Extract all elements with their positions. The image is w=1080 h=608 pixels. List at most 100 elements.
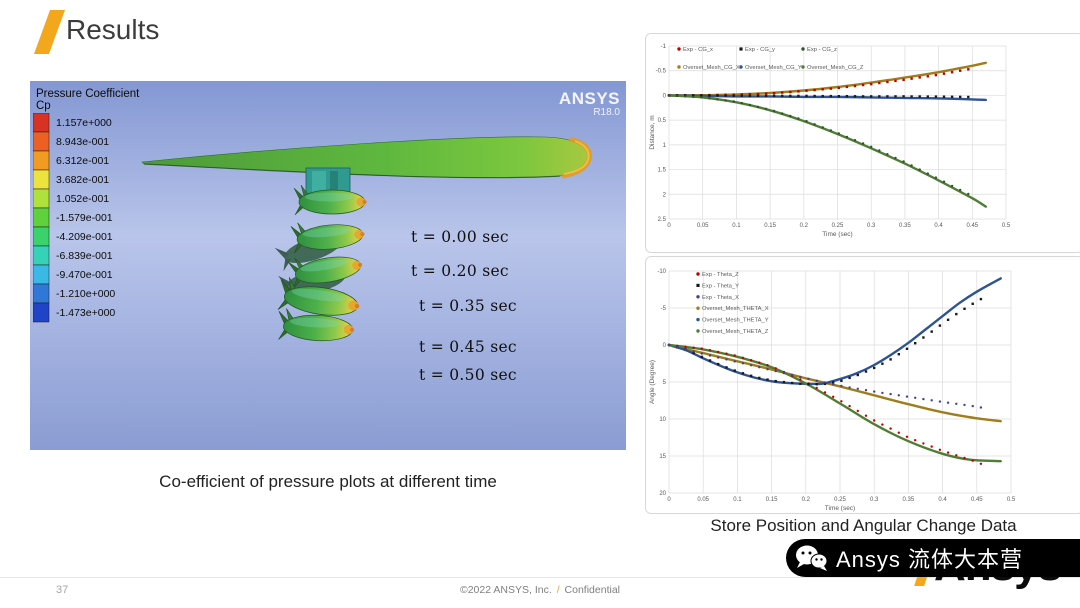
svg-text:Time (sec): Time (sec) xyxy=(822,231,852,238)
viewport-ansys-version: R18.0 xyxy=(593,107,620,118)
svg-text:Overset_Mesh_THETA_X: Overset_Mesh_THETA_X xyxy=(702,306,769,312)
pressure-colorbar: 1.157e+000 8.943e-001 6.312e-001 3.682e-001… xyxy=(33,113,115,323)
svg-text:Distance, m: Distance, m xyxy=(649,115,656,149)
svg-text:0.2: 0.2 xyxy=(800,223,809,229)
svg-text:0: 0 xyxy=(663,93,667,99)
store xyxy=(290,222,365,254)
colorbar-label: -1.210e+000 xyxy=(56,288,115,300)
time-label: t = 0.35 sec xyxy=(419,297,517,315)
cfd-scene xyxy=(141,136,592,342)
colorbar-label: 8.943e-001 xyxy=(56,136,109,148)
store xyxy=(293,184,367,216)
viewport-ansys-logo: ANSYS R18.0 xyxy=(559,90,620,118)
colorbar-label: -1.579e-001 xyxy=(56,212,113,224)
svg-text:Overset_Mesh_CG_Y: Overset_Mesh_CG_Y xyxy=(745,65,802,71)
time-label: t = 0.45 sec xyxy=(419,338,517,356)
svg-text:0.05: 0.05 xyxy=(697,223,709,229)
svg-text:-5: -5 xyxy=(661,306,667,312)
svg-text:Exp - CG_y: Exp - CG_y xyxy=(745,47,775,53)
svg-text:5: 5 xyxy=(663,380,667,386)
svg-text:0.1: 0.1 xyxy=(732,223,741,229)
store xyxy=(278,308,355,342)
time-label: t = 0.50 sec xyxy=(419,366,517,384)
svg-text:0.15: 0.15 xyxy=(766,497,778,503)
cfd-legend-title: Pressure Coefficient Cp xyxy=(36,88,139,112)
svg-text:0.05: 0.05 xyxy=(697,497,709,503)
colorbar-label: 1.052e-001 xyxy=(56,193,109,205)
svg-text:0.45: 0.45 xyxy=(966,223,978,229)
svg-text:0.5: 0.5 xyxy=(1007,497,1016,503)
chart-angular-change-svg: 0 0.05 0.1 0.15 0.2 0.25 0.3 0.35 0.4 0.45 0.5 -10 -… xyxy=(649,269,1016,512)
colorbar-label: -4.209e-001 xyxy=(56,231,113,243)
svg-text:0: 0 xyxy=(663,343,667,349)
caption-left: Co-efficient of pressure plots at differ… xyxy=(159,472,497,491)
svg-text:Exp - Theta_Z: Exp - Theta_Z xyxy=(702,272,739,278)
colorbar-label: 3.682e-001 xyxy=(56,174,109,186)
colorbar-label: -1.473e+000 xyxy=(56,307,115,319)
wing xyxy=(141,136,592,179)
wechat-watermark: Ansys 流体大本营 xyxy=(786,539,1080,577)
svg-text:Time (sec): Time (sec) xyxy=(825,505,855,512)
colorbar-band xyxy=(33,302,50,323)
svg-text:0.4: 0.4 xyxy=(934,223,943,229)
svg-text:0.25: 0.25 xyxy=(832,223,844,229)
page-title: Results xyxy=(66,14,160,45)
svg-text:2.5: 2.5 xyxy=(658,217,667,223)
svg-text:Overset_Mesh_CG_Z: Overset_Mesh_CG_Z xyxy=(807,65,864,71)
svg-text:-0.5: -0.5 xyxy=(656,69,667,75)
watermark-text: Ansys 流体大本营 xyxy=(836,547,1024,572)
store xyxy=(277,277,360,316)
svg-text:0.25: 0.25 xyxy=(834,497,846,503)
svg-text:15: 15 xyxy=(659,454,666,460)
colorbar-label: -9.470e-001 xyxy=(56,269,113,281)
svg-text:1: 1 xyxy=(663,143,667,149)
svg-text:0.5: 0.5 xyxy=(1002,223,1011,229)
cfd-viewport: Pressure Coefficient Cp 1.157e+000 8.943e… xyxy=(30,81,626,450)
time-label: t = 0.20 sec xyxy=(411,262,509,280)
cfd-legend-title-line2: Cp xyxy=(36,100,51,112)
svg-text:0: 0 xyxy=(667,223,671,229)
svg-text:-1: -1 xyxy=(661,44,667,50)
svg-text:0.35: 0.35 xyxy=(903,497,915,503)
caption-right: Store Position and Angular Change Data xyxy=(710,516,1017,535)
colorbar-label: -6.839e-001 xyxy=(56,250,113,262)
title-slash-icon xyxy=(33,10,66,54)
svg-text:0.3: 0.3 xyxy=(867,223,876,229)
svg-text:Overset_Mesh_CG_X: Overset_Mesh_CG_X xyxy=(683,65,740,71)
svg-text:Exp - Theta_X: Exp - Theta_X xyxy=(702,295,739,301)
svg-text:0.4: 0.4 xyxy=(938,497,947,503)
cfd-legend-title-line1: Pressure Coefficient xyxy=(36,88,140,100)
svg-text:2: 2 xyxy=(663,192,667,198)
svg-text:0.5: 0.5 xyxy=(658,118,667,124)
svg-text:-10: -10 xyxy=(657,269,666,275)
svg-text:20: 20 xyxy=(659,491,666,497)
svg-text:1.5: 1.5 xyxy=(658,168,667,174)
chart-store-position-svg: 0 0.05 0.1 0.15 0.2 0.25 0.3 0.35 0.4 0.45 0.5 -1 -0… xyxy=(649,44,1011,238)
footer-copyright: ©2022 ANSYS, Inc. / Confidential xyxy=(459,584,620,596)
colorbar-label: 1.157e+000 xyxy=(56,117,112,129)
svg-text:0.2: 0.2 xyxy=(802,497,811,503)
series-Overset_Mesh_THETA_Y xyxy=(667,277,1002,386)
footer-divider xyxy=(0,577,1080,578)
svg-text:0.1: 0.1 xyxy=(733,497,742,503)
series-Overset_Mesh_THETA_X xyxy=(667,343,1002,423)
colorbar-label: 6.312e-001 xyxy=(56,155,109,167)
svg-text:Overset_Mesh_THETA_Y: Overset_Mesh_THETA_Y xyxy=(702,318,769,324)
time-label: t = 0.00 sec xyxy=(411,228,509,246)
stores xyxy=(274,184,367,342)
svg-text:10: 10 xyxy=(659,417,666,423)
svg-text:Exp - CG_x: Exp - CG_x xyxy=(683,47,713,53)
svg-text:Overset_Mesh_THETA_Z: Overset_Mesh_THETA_Z xyxy=(702,329,769,335)
svg-text:0.45: 0.45 xyxy=(971,497,983,503)
wechat-icon xyxy=(796,545,828,571)
store xyxy=(288,256,363,289)
svg-text:Exp - CG_z: Exp - CG_z xyxy=(807,47,837,53)
svg-text:0: 0 xyxy=(667,497,671,503)
page-number: 37 xyxy=(56,584,69,596)
svg-text:Exp - Theta_Y: Exp - Theta_Y xyxy=(702,283,739,289)
chart-angular-change: 0 0.05 0.1 0.15 0.2 0.25 0.3 0.35 0.4 0.45 0.5 -10 -… xyxy=(645,256,1080,514)
svg-text:0.15: 0.15 xyxy=(764,223,776,229)
svg-text:0.35: 0.35 xyxy=(899,223,911,229)
chart-store-position: 0 0.05 0.1 0.15 0.2 0.25 0.3 0.35 0.4 0.45 0.5 -1 -0… xyxy=(645,33,1080,253)
